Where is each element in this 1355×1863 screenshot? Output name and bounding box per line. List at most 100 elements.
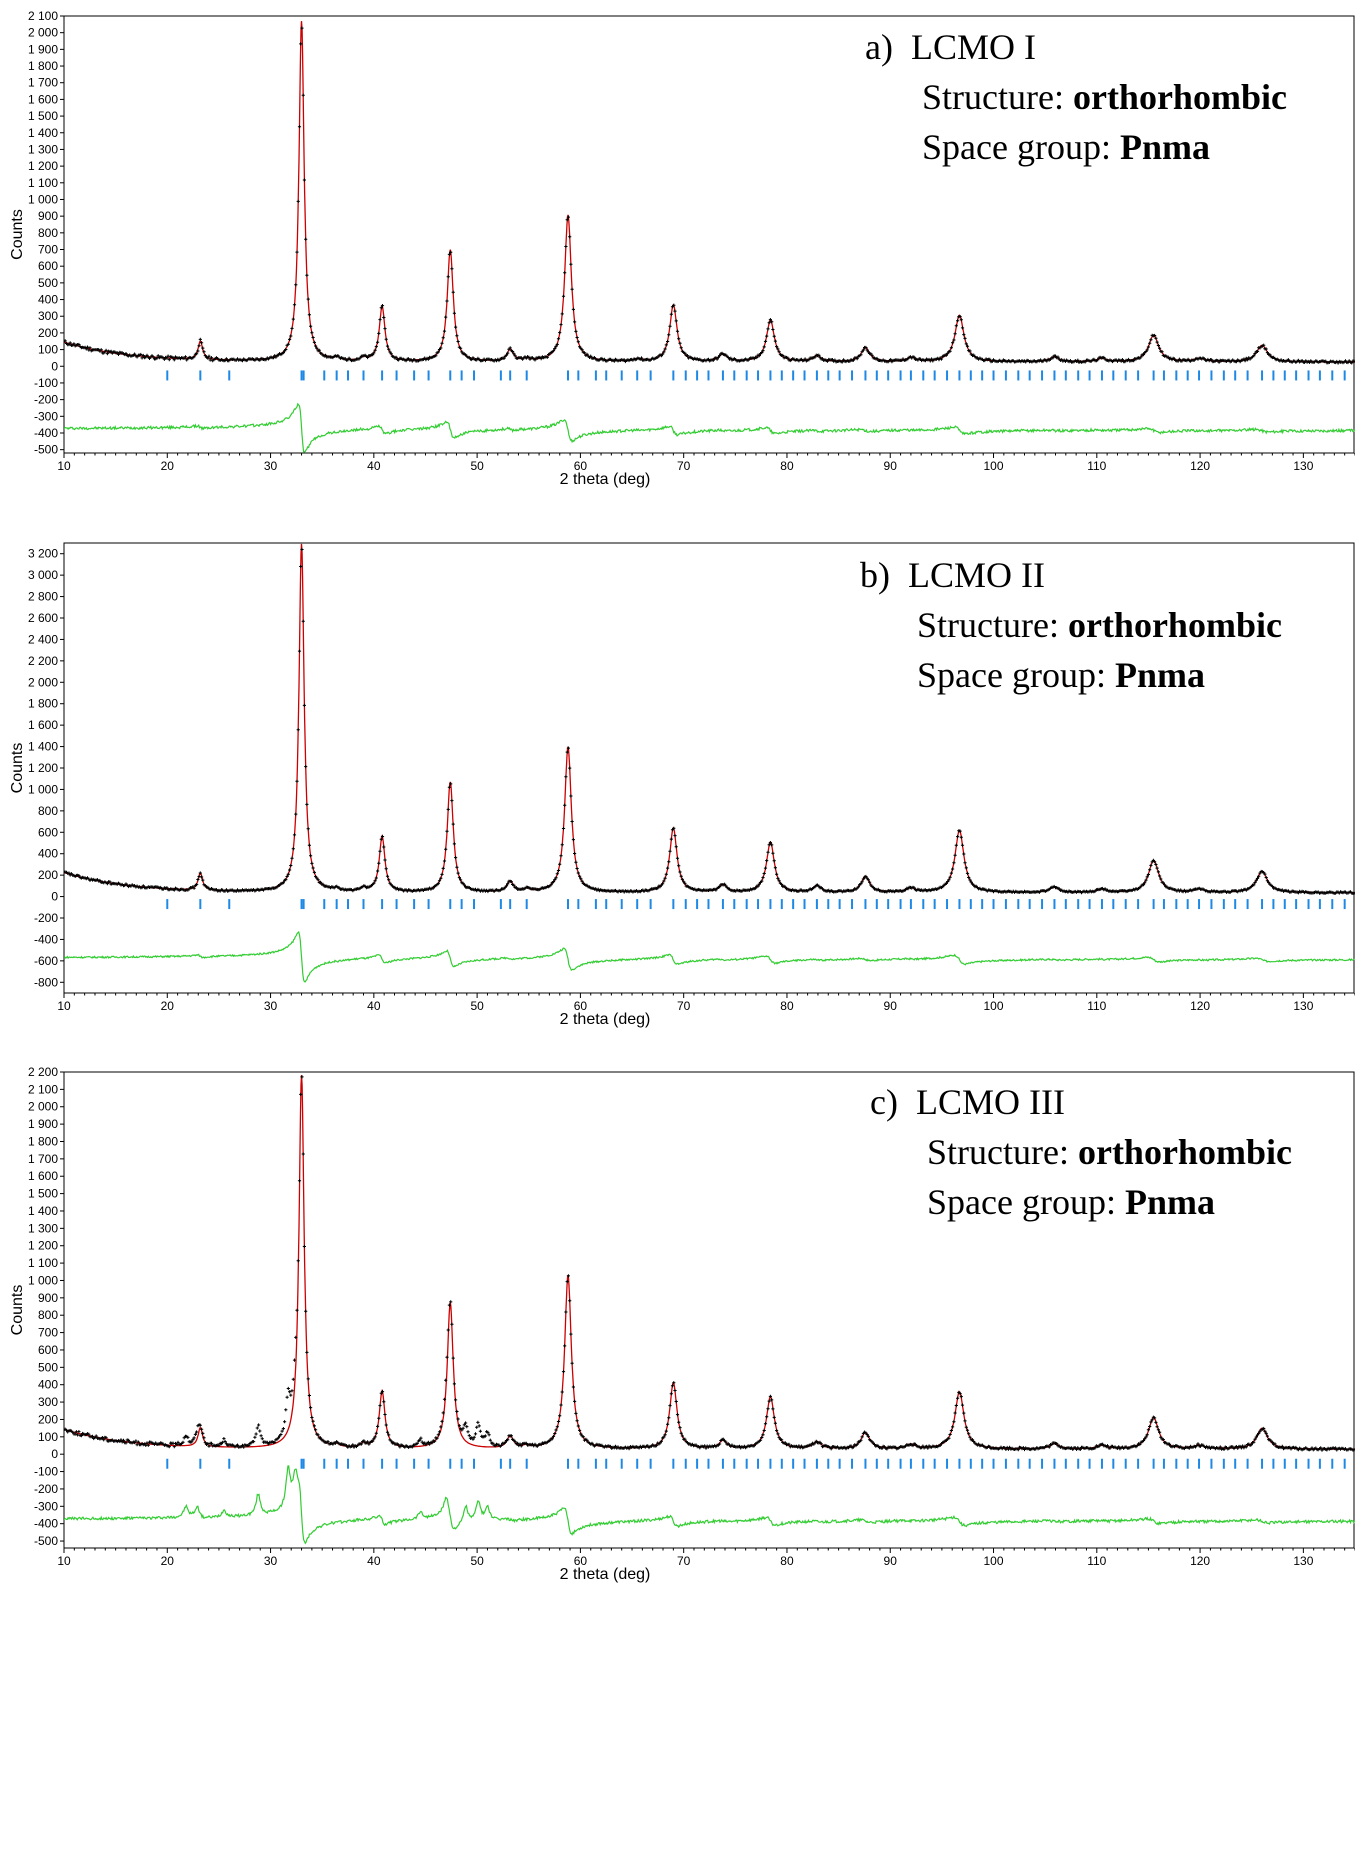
x-tick-label: 60 [574, 999, 588, 1013]
y-tick-label: 2 200 [28, 1065, 58, 1079]
annotation-c-structure: Structure: orthorhombic [927, 1132, 1292, 1172]
y-tick-label: -400 [34, 1517, 58, 1531]
observed-points [64, 26, 1355, 365]
x-tick-label: 130 [1293, 999, 1313, 1013]
y-tick-label: 1 100 [28, 176, 58, 190]
y-tick-label: 400 [38, 1378, 58, 1392]
y-tick-label: 1 000 [28, 782, 58, 796]
y-axis-title: Counts [9, 209, 26, 260]
x-tick-label: 90 [884, 459, 898, 473]
y-tick-label: 1 700 [28, 76, 58, 90]
x-tick-label: 130 [1293, 459, 1313, 473]
y-tick-label: 1 600 [28, 718, 58, 732]
y-tick-label: 1 200 [28, 1239, 58, 1253]
y-tick-label: 2 100 [28, 1082, 58, 1096]
y-tick-label: 2 000 [28, 26, 58, 40]
y-tick-label: 700 [38, 243, 58, 257]
y-tick-label: 1 900 [28, 1117, 58, 1131]
y-tick-label: 600 [38, 1343, 58, 1357]
x-tick-label: 40 [367, 1554, 381, 1568]
y-tick-label: 2 000 [28, 675, 58, 689]
y-tick-label: 2 200 [28, 654, 58, 668]
y-tick-label: 800 [38, 1308, 58, 1322]
annotation-a-space-group: Space group: Pnma [922, 127, 1210, 167]
x-tick-label: 70 [677, 459, 691, 473]
y-tick-label: 600 [38, 259, 58, 273]
y-tick-label: 3 200 [28, 547, 58, 561]
y-tick-label: 1 100 [28, 1256, 58, 1270]
x-tick-label: 100 [984, 1554, 1004, 1568]
x-tick-label: 50 [470, 459, 484, 473]
annotation-b-space-group: Space group: Pnma [917, 655, 1205, 695]
x-tick-label: 60 [574, 459, 588, 473]
annotation-a: a) LCMO I Structure: orthorhombic Space … [865, 22, 1287, 172]
y-tick-label: 400 [38, 847, 58, 861]
annotation-a-title: a) LCMO I [865, 27, 1036, 67]
y-tick-label: -300 [34, 1499, 58, 1513]
x-tick-label: 40 [367, 999, 381, 1013]
y-tick-label: 800 [38, 804, 58, 818]
y-tick-label: 1 800 [28, 1134, 58, 1148]
x-axis-title: 2 theta (deg) [560, 1011, 651, 1028]
y-tick-label: 1 500 [28, 109, 58, 123]
chart-panel-a: 10 20 30 40 50 60 70 80 90 100 110 120 130 -500 -400 -3… [0, 0, 1355, 525]
plot-area [64, 21, 1355, 453]
y-axis-title: Counts [9, 1285, 26, 1336]
y-tick-label: -600 [34, 954, 58, 968]
x-tick-label: 80 [780, 999, 794, 1013]
x-tick-label: 60 [574, 1554, 588, 1568]
y-tick-label: 1 400 [28, 740, 58, 754]
y-tick-label: 2 100 [28, 9, 58, 23]
y-tick-label: 1 600 [28, 1169, 58, 1183]
x-tick-label: 20 [161, 459, 175, 473]
y-tick-label: -200 [34, 911, 58, 925]
y-tick-label: 900 [38, 1291, 58, 1305]
x-tick-label: 30 [264, 999, 278, 1013]
y-tick-label: -500 [34, 443, 58, 457]
chart-panel-c: 10 20 30 40 50 60 70 80 90 100 110 120 130 -500 -400 -3… [0, 1062, 1355, 1622]
annotation-b: b) LCMO II Structure: orthorhombic Space… [860, 550, 1282, 700]
y-tick-label: 200 [38, 1412, 58, 1426]
x-tick-label: 110 [1087, 999, 1106, 1013]
y-tick-label: 1 400 [28, 1204, 58, 1218]
x-tick-label: 10 [57, 459, 71, 473]
y-tick-label: 1 400 [28, 126, 58, 140]
y-tick-label: -100 [34, 1465, 58, 1479]
x-tick-label: 30 [264, 459, 278, 473]
x-tick-label: 10 [57, 1554, 71, 1568]
annotation-c: c) LCMO III Structure: orthorhombic Spac… [870, 1077, 1292, 1227]
y-tick-label: 0 [51, 1447, 58, 1461]
x-tick-label: 100 [984, 459, 1004, 473]
y-tick-label: 300 [38, 1395, 58, 1409]
plot-frame [63, 15, 1355, 454]
y-tick-label: 2 000 [28, 1100, 58, 1114]
plot-area [64, 1075, 1355, 1545]
x-tick-label: 110 [1087, 459, 1106, 473]
annotation-b-structure: Structure: orthorhombic [917, 605, 1282, 645]
y-tick-label: 1 500 [28, 1187, 58, 1201]
y-tick-label: 1 000 [28, 192, 58, 206]
plot-frame [63, 1071, 1355, 1549]
plot-area [64, 543, 1355, 983]
y-tick-label: 1 800 [28, 697, 58, 711]
y-tick-label: -300 [34, 409, 58, 423]
y-tick-label: -800 [34, 975, 58, 989]
y-tick-label: 400 [38, 293, 58, 307]
y-tick-label: 1 200 [28, 159, 58, 173]
x-tick-label: 120 [1190, 1554, 1210, 1568]
difference-line [64, 1465, 1355, 1545]
y-tick-label: 300 [38, 309, 58, 323]
x-tick-label: 30 [264, 1554, 278, 1568]
chart-a-svg: 10 20 30 40 50 60 70 80 90 100 110 120 130 -500 -400 -3… [9, 9, 1355, 488]
y-tick-label: -500 [34, 1534, 58, 1548]
y-tick-label: -100 [34, 376, 58, 390]
y-tick-label: 100 [38, 343, 58, 357]
x-tick-label: 10 [57, 999, 71, 1013]
annotation-c-space-group: Space group: Pnma [927, 1182, 1215, 1222]
x-tick-label: 130 [1293, 1554, 1313, 1568]
y-tick-label: 500 [38, 276, 58, 290]
y-tick-label: 600 [38, 825, 58, 839]
x-tick-label: 90 [884, 999, 898, 1013]
x-tick-label: 110 [1087, 1554, 1106, 1568]
y-tick-label: 1 000 [28, 1273, 58, 1287]
